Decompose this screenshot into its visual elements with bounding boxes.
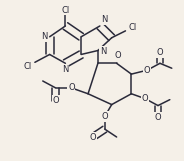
Text: Cl: Cl (61, 6, 70, 15)
Text: O: O (142, 94, 148, 103)
Text: N: N (62, 65, 69, 74)
Text: O: O (68, 83, 75, 92)
Text: N: N (100, 47, 106, 56)
Text: O: O (114, 51, 121, 60)
Text: O: O (157, 48, 163, 57)
Text: N: N (101, 15, 107, 24)
Text: O: O (102, 112, 108, 121)
Text: N: N (41, 32, 48, 41)
Text: O: O (144, 66, 151, 75)
Text: O: O (52, 96, 59, 105)
Text: Cl: Cl (128, 23, 137, 32)
Text: O: O (155, 113, 161, 122)
Text: Cl: Cl (24, 62, 32, 71)
Text: O: O (90, 133, 96, 142)
